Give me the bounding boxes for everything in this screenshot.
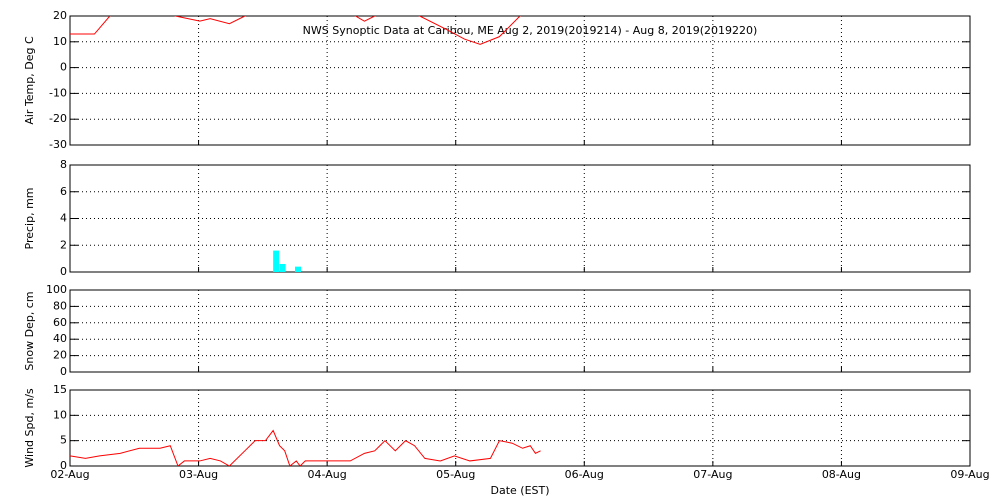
x-axis-label: Date (EST)	[490, 484, 549, 497]
y-tick-label: 10	[53, 35, 67, 48]
y-tick-label: 0	[60, 265, 67, 278]
x-tick-label: 06-Aug	[565, 468, 604, 481]
chart-title: NWS Synoptic Data at Caribou, ME Aug 2, …	[303, 24, 758, 37]
y-axis-label: Precip, mm	[23, 188, 36, 250]
y-axis-label: Wind Spd, m/s	[23, 388, 36, 468]
x-tick-label: 09-Aug	[950, 468, 989, 481]
plot-frame	[69, 164, 971, 273]
y-tick-label: 100	[46, 283, 67, 296]
x-tick-label: 05-Aug	[436, 468, 475, 481]
y-tick-label: 40	[53, 332, 67, 345]
y-tick-label: -30	[49, 138, 67, 151]
y-tick-label: 80	[53, 299, 67, 312]
plot-area	[70, 16, 522, 45]
data-line	[70, 429, 541, 466]
y-tick-label: 4	[60, 212, 67, 225]
x-tick-label: 07-Aug	[693, 468, 732, 481]
y-tick-label: -20	[49, 112, 67, 125]
y-tick-label: 6	[60, 185, 67, 198]
plot-frame	[69, 389, 971, 467]
x-tick-label: 03-Aug	[179, 468, 218, 481]
x-tick-label: 02-Aug	[50, 468, 89, 481]
bar	[295, 266, 301, 272]
bar	[279, 263, 286, 272]
y-tick-label: 8	[60, 158, 67, 171]
y-tick-label: 0	[60, 459, 67, 472]
y-tick-label: 0	[60, 61, 67, 74]
y-tick-label: 5	[60, 434, 67, 447]
y-axis-label: Snow Dep, cm	[23, 291, 36, 370]
plot-area	[273, 250, 301, 272]
data-line	[70, 16, 522, 45]
plot-area	[70, 429, 541, 466]
y-tick-label: 0	[60, 365, 67, 378]
y-tick-label: -10	[49, 86, 67, 99]
bar	[273, 250, 280, 272]
y-axis-label: Air Temp, Deg C	[23, 36, 36, 125]
y-tick-label: 20	[53, 349, 67, 362]
y-tick-label: 2	[60, 238, 67, 251]
y-tick-label: 10	[53, 408, 67, 421]
y-tick-label: 15	[53, 383, 67, 396]
y-tick-label: 20	[53, 9, 67, 22]
y-tick-label: 60	[53, 316, 67, 329]
x-tick-label: 04-Aug	[308, 468, 347, 481]
plot-frame	[69, 289, 971, 373]
x-tick-label: 08-Aug	[822, 468, 861, 481]
